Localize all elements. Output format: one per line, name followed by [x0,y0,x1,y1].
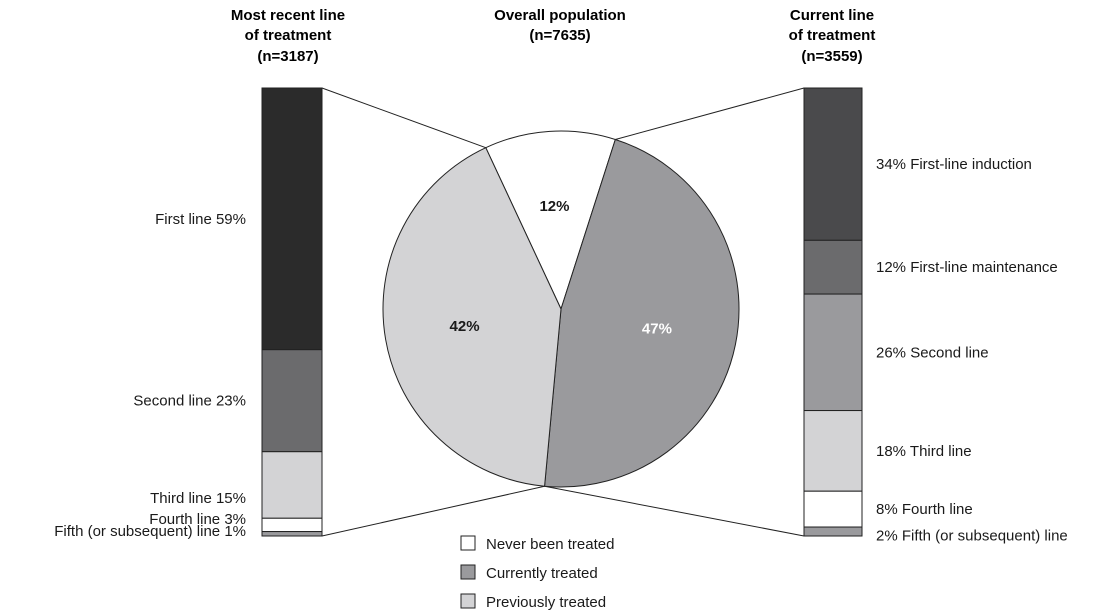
connector-left-bottom [321,485,545,537]
left-bar-segment-4 [261,517,323,533]
legend-label-currently: Currently treated [486,565,598,582]
right-bar-label-1: 34% First-line induction [876,156,1032,173]
right-bar-segment-3 [803,293,863,412]
legend-swatch-previously [460,593,476,609]
pie-title: Overall population (n=7635) [494,7,626,44]
right-bar-label-4: 18% Third line [876,443,972,460]
legend-swatch-never [460,535,476,551]
left-title-line-1: Most recent line [231,7,345,24]
right-bar-segment-1 [803,87,863,241]
right-bar-segment-4 [803,410,863,492]
right-bar-segment-2 [803,239,863,295]
legend-swatch-currently [460,564,476,580]
left-stacked-bar: First line 59% Second line 23% Third line … [54,87,323,540]
right-bar-label-2: 12% First-line maintenance [876,259,1058,276]
pie-title-line-1: Overall population [494,7,626,24]
right-bar-label-3: 26% Second line [876,344,989,361]
legend-label-never: Never been treated [486,536,614,553]
right-bar-segment-6 [803,526,863,537]
legend: Never been treated Currently treated Previ… [460,535,614,611]
connector-right-top [615,87,805,140]
left-bar-segment-5 [261,531,323,537]
pie-label-previously: 42% [450,318,480,335]
connector-lines [321,87,805,537]
left-bar-label-5: Fifth (or subsequent) line 1% [54,523,246,540]
pie-label-currently: 47% [642,321,672,338]
left-bar-segment-1 [261,87,323,351]
left-bar-label-2: Second line 23% [133,393,246,410]
right-title-line-1: Current line [790,7,874,24]
left-bar-title: Most recent line of treatment (n=3187) [231,7,345,65]
right-bar-segment-5 [803,490,863,528]
left-bar-segment-2 [261,349,323,453]
left-title-line-2: of treatment [245,27,332,44]
pie-title-line-2: (n=7635) [529,27,590,44]
right-stacked-bar: 34% First-line induction 12% First-line m… [803,87,1068,545]
left-bar-label-3: Third line 15% [150,490,246,507]
right-bar-label-6: 2% Fifth (or subsequent) line [876,528,1068,545]
right-title-line-3: (n=3559) [801,48,862,65]
pie-chart: 12% 47% 42% [382,130,740,488]
legend-label-previously: Previously treated [486,594,606,611]
pie-slice-never [485,130,616,311]
left-bar-label-1: First line 59% [155,211,246,228]
left-title-line-3: (n=3187) [257,48,318,65]
pie-slice-currently [544,138,740,488]
left-bar-segment-3 [261,451,323,519]
connector-right-bottom [544,485,805,537]
right-title-line-2: of treatment [789,27,876,44]
pie-slice-previously [382,147,562,487]
right-bar-title: Current line of treatment (n=3559) [789,7,876,65]
left-bar-label-4: Fourth line 3% [149,511,246,528]
pie-label-never: 12% [539,198,569,215]
connector-left-top [321,87,486,149]
right-bar-label-5: 8% Fourth line [876,501,973,518]
